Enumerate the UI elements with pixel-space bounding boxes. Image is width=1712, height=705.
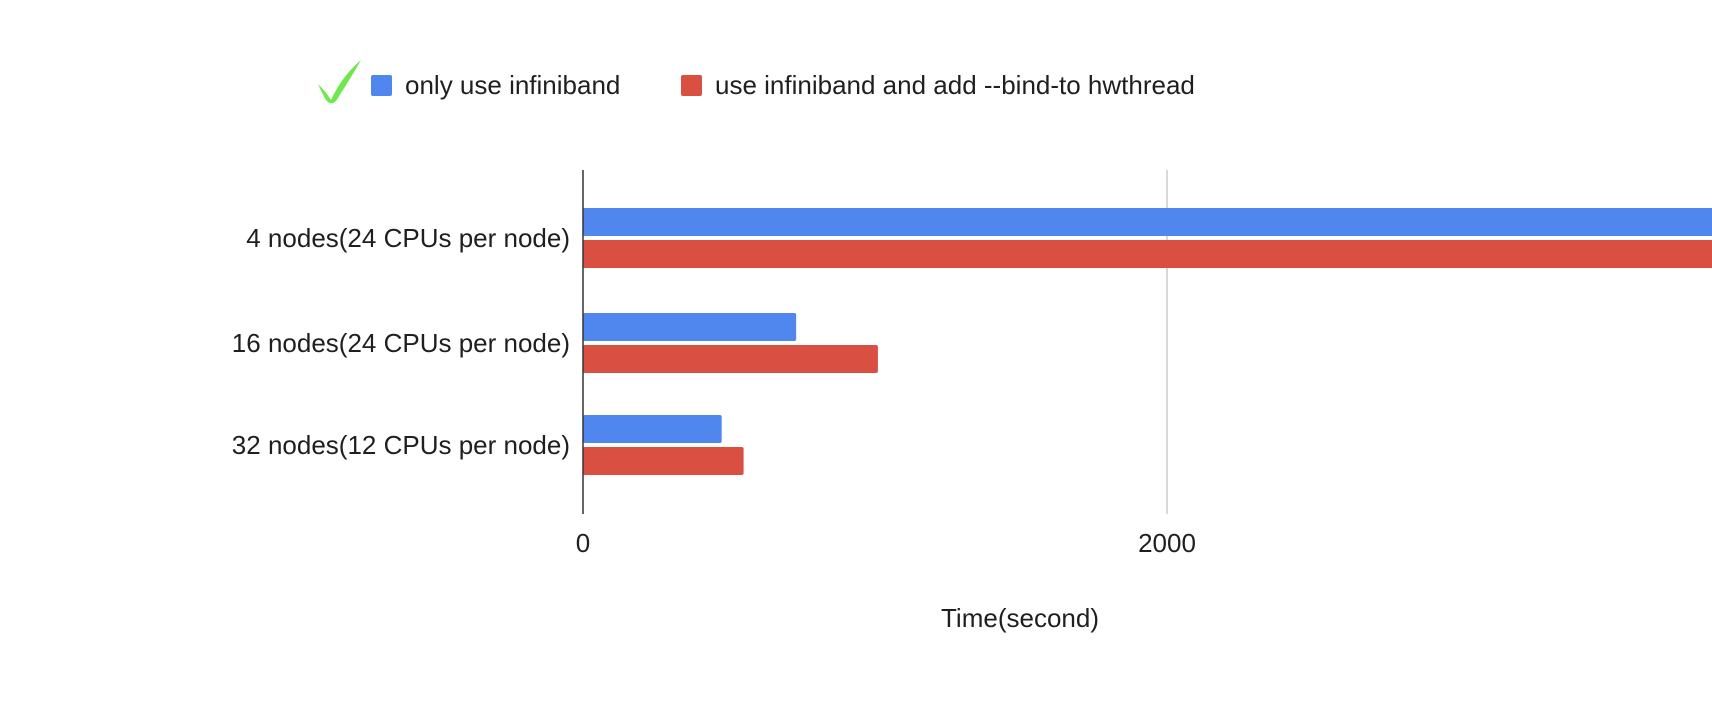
x-tick-label: 0 <box>576 528 590 558</box>
bar-infiniband-only-1 <box>583 313 797 341</box>
legend-swatch <box>371 75 392 96</box>
bar-infiniband-only-0 <box>583 208 1712 236</box>
bar-infiniband-only-2 <box>583 415 722 443</box>
legend-label: only use infiniband <box>405 70 620 100</box>
legend-swatch <box>681 75 702 96</box>
bar-bind-to-hwthread-1 <box>583 345 878 373</box>
x-tick-label: 2000 <box>1138 528 1196 558</box>
category-label: 16 nodes(24 CPUs per node) <box>232 328 570 358</box>
x-tick-labels: 020004000 <box>576 528 1196 558</box>
check-mark-icon <box>318 60 361 104</box>
x-axis-title: Time(second) <box>941 603 1099 633</box>
category-label: 4 nodes(24 CPUs per node) <box>246 223 570 253</box>
bars <box>583 208 1712 475</box>
category-label: 32 nodes(12 CPUs per node) <box>232 430 570 460</box>
bar-bind-to-hwthread-0 <box>583 240 1712 268</box>
legend: only use infiniband use infiniband and ad… <box>318 60 1195 104</box>
bar-bind-to-hwthread-2 <box>583 447 744 475</box>
legend-label: use infiniband and add --bind-to hwthrea… <box>715 70 1195 100</box>
category-labels: 4 nodes(24 CPUs per node) 16 nodes(24 CPU… <box>232 223 570 460</box>
